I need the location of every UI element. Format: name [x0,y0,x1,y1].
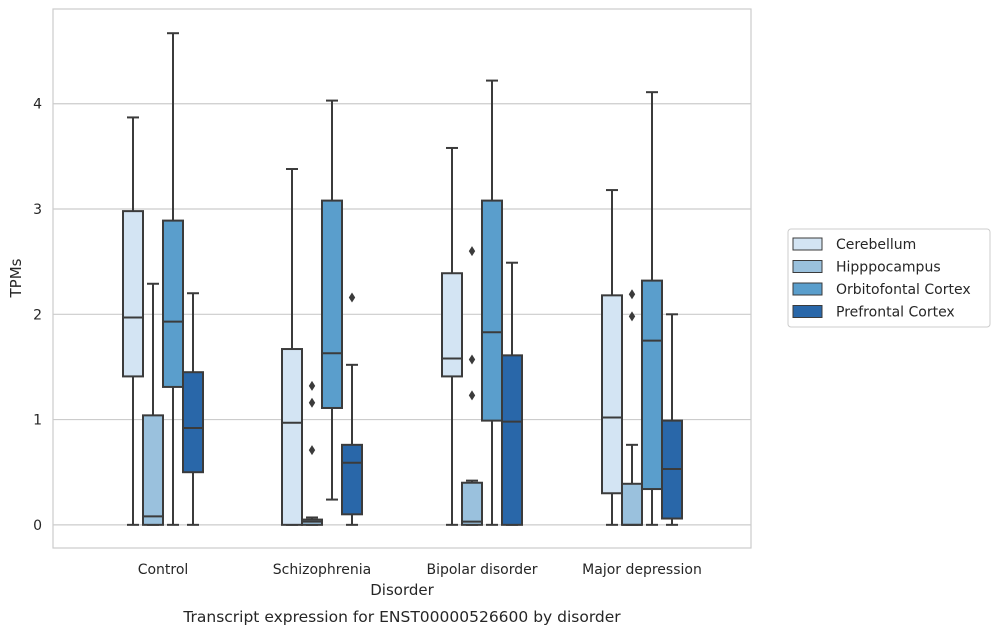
legend-frame [787,228,991,328]
box-iqr [481,199,503,422]
outlier-point [348,292,356,303]
box-iqr [461,481,483,526]
box-orbitofontal-cortex [162,32,184,526]
box-orbitofontal-cortex [641,91,663,526]
y-tick-label: 4 [33,97,42,113]
boxes [122,32,683,526]
box-iqr [501,354,523,526]
box-iqr [142,414,164,526]
box-iqr [182,371,204,474]
box-hipppocampus [621,289,643,526]
legend-swatch [792,305,823,318]
box-cerebellum [122,116,144,526]
outlier-point [468,354,476,365]
legend-swatch [792,237,823,251]
box-iqr [162,219,184,388]
outlier-point [628,311,636,322]
x-axis-label: Disorder [370,581,434,599]
box-prefrontal-cortex [661,313,683,526]
box-cerebellum [601,189,623,526]
box-iqr [341,443,363,516]
chart-caption: Transcript expression for ENST0000052660… [182,608,621,626]
legend-label: Cerebellum [836,237,916,253]
tick-labels: 0 1 2 3 4 Control Schizophrenia Bipolar disorde… [33,97,702,578]
x-tick-label: Major depression [582,562,702,578]
y-axis-label: TPMs [7,258,25,298]
box-iqr [321,199,343,409]
box-prefrontal-cortex [341,292,363,526]
outlier-point [628,289,636,300]
box-iqr [281,348,303,526]
legend-label: Prefrontal Cortex [836,305,955,321]
legend-label: Hipppocampus [836,260,941,276]
box-orbitofontal-cortex [481,79,503,526]
box-iqr [441,272,463,378]
box-hipppocampus [301,380,323,526]
outlier-point [308,445,316,456]
legend-swatch [792,260,823,273]
legend: Cerebellum Hipppocampus Orbitofontal Corte… [787,228,991,328]
plot-frame [52,8,752,549]
x-tick-label: Schizophrenia [273,562,371,578]
box-cerebellum [441,146,463,526]
y-tick-label: 1 [33,413,42,429]
y-tick-label: 0 [33,518,42,534]
x-tick-label: Bipolar disorder [426,562,537,578]
outlier-point [308,380,316,391]
outlier-point [468,390,476,401]
box-prefrontal-cortex [501,261,523,526]
y-tick-label: 2 [33,307,42,323]
box-prefrontal-cortex [182,292,204,526]
outlier-point [308,397,316,408]
outlier-point [468,246,476,257]
box-orbitofontal-cortex [321,99,343,501]
box-hipppocampus [142,282,164,526]
box-cerebellum [281,168,303,526]
y-tick-label: 3 [33,202,42,218]
legend-label: Orbitofontal Cortex [836,282,971,298]
box-iqr [641,279,663,491]
box-iqr [122,210,144,378]
box-hipppocampus [461,246,483,526]
box-iqr [621,482,643,526]
box-iqr [601,294,623,495]
x-tick-label: Control [138,562,189,578]
legend-swatch [792,282,823,296]
